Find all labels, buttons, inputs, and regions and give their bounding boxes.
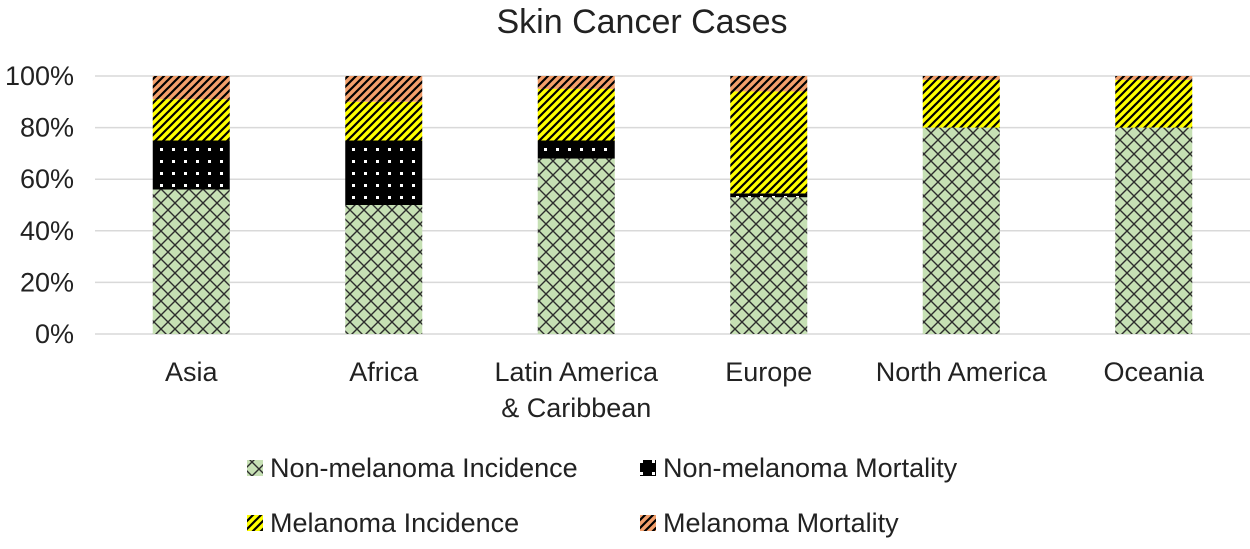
bar-segment [345, 101, 423, 141]
x-category-label: Africa [349, 357, 419, 387]
bar-segment [537, 76, 615, 89]
y-tick-label: 80% [20, 113, 74, 143]
x-category-label: Asia [165, 357, 219, 387]
legend-label: Non-melanoma Incidence [270, 453, 578, 483]
chart-title: Skin Cancer Cases [496, 3, 787, 41]
x-axis-categories: Asia Africa Latin America & Caribbean Europe… [165, 357, 1205, 423]
bar-segment [1115, 127, 1193, 334]
legend-swatch [247, 515, 263, 531]
bar-segment [730, 76, 808, 92]
y-tick-label: 20% [20, 267, 74, 297]
legend-label: Melanoma Mortality [663, 508, 899, 538]
bar-segment [922, 79, 1000, 128]
bar-segment [537, 140, 615, 159]
bar-segment [730, 197, 808, 334]
y-axis-ticks: 0% 20% 40% 60% 80% 100% [5, 61, 74, 349]
bar-segment [152, 189, 230, 334]
bar-segment [730, 91, 808, 194]
y-tick-label: 100% [5, 61, 74, 91]
bar-segment [152, 140, 230, 190]
bar-segment [922, 127, 1000, 334]
x-category-label: Oceania [1103, 357, 1205, 387]
y-tick-label: 60% [20, 164, 74, 194]
x-category-label: North America [876, 357, 1048, 387]
bar-segment [537, 88, 615, 141]
x-category-label: & Caribbean [501, 393, 651, 423]
bar-segment [922, 76, 1000, 80]
legend-label: Non-melanoma Mortality [663, 453, 958, 483]
bar-segment [537, 158, 615, 334]
legend: Non-melanoma Incidence Non-melanoma Morta… [247, 453, 958, 538]
bar-segment [1115, 79, 1193, 128]
bar-segment [345, 76, 423, 102]
grid-lines [95, 75, 1250, 335]
legend-swatch [640, 515, 656, 531]
x-category-label: Europe [725, 357, 812, 387]
y-tick-label: 40% [20, 216, 74, 246]
bar-segment [345, 205, 423, 334]
bar-segment [1115, 76, 1193, 80]
legend-swatch [247, 460, 263, 476]
x-category-label: Latin America [494, 357, 659, 387]
legend-label: Melanoma Incidence [270, 508, 519, 538]
bars [152, 76, 1193, 334]
bar-segment [152, 76, 230, 100]
bar-segment [730, 193, 808, 198]
bar-segment [345, 140, 423, 205]
bar-segment [152, 99, 230, 141]
legend-swatch [640, 460, 656, 476]
y-tick-label: 0% [35, 319, 74, 349]
